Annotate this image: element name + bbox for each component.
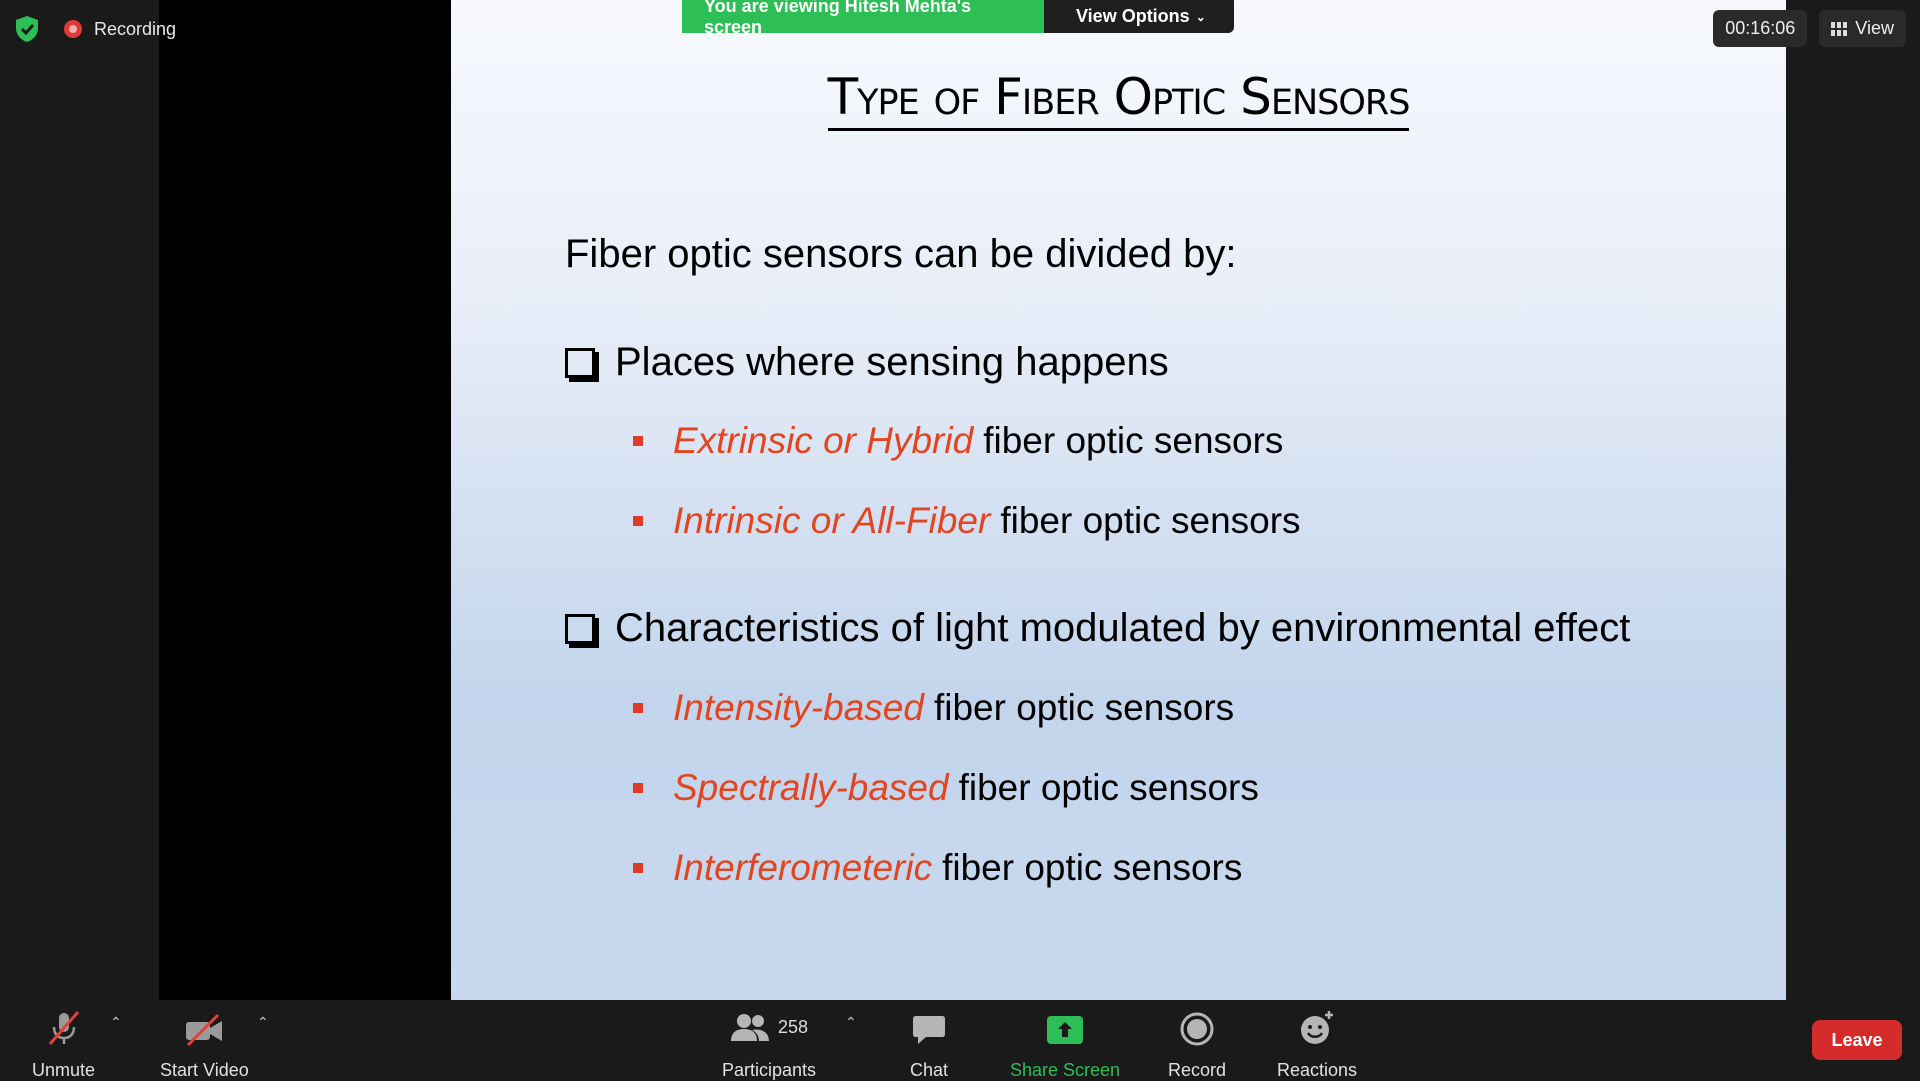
group-heading-text: Characteristics of light modulated by en… xyxy=(615,606,1630,651)
view-options-label: View Options xyxy=(1076,6,1190,27)
screen-share-banner: You are viewing Hitesh Mehta's screen Vi… xyxy=(682,0,1234,33)
bullet-text: fiber optic sensors xyxy=(942,847,1242,889)
viewing-screen-text: You are viewing Hitesh Mehta's screen xyxy=(682,0,1044,33)
square-bullet-icon xyxy=(633,516,643,526)
slide-intro: Fiber optic sensors can be divided by: xyxy=(565,232,1236,277)
top-left-status: Recording xyxy=(12,14,176,44)
slide-group-heading: Characteristics of light modulated by en… xyxy=(565,606,1630,651)
square-bullet-icon xyxy=(633,703,643,713)
record-label: Record xyxy=(1168,1060,1226,1081)
video-off-icon xyxy=(184,1008,224,1046)
reactions-label: Reactions xyxy=(1277,1060,1357,1081)
view-label: View xyxy=(1855,18,1894,39)
audio-options-chevron-icon[interactable]: ⌃ xyxy=(110,1014,122,1031)
bullet-highlight: Spectrally-based xyxy=(673,767,949,809)
participants-button[interactable]: 258 Participants xyxy=(722,1008,816,1081)
square-bullet-icon xyxy=(633,863,643,873)
slide-bullet: Intensity-based fiber optic sensors xyxy=(633,687,1234,729)
chat-label: Chat xyxy=(910,1060,948,1081)
record-button[interactable]: Record xyxy=(1168,1008,1226,1081)
bullet-text: fiber optic sensors xyxy=(1000,500,1300,542)
leave-button[interactable]: Leave xyxy=(1812,1020,1902,1060)
reactions-smiley-icon xyxy=(1299,1008,1335,1046)
security-shield-icon[interactable] xyxy=(12,14,42,44)
square-bullet-icon xyxy=(633,783,643,793)
start-video-label: Start Video xyxy=(160,1060,249,1081)
view-button[interactable]: View xyxy=(1819,10,1906,47)
participants-label: Participants xyxy=(722,1060,816,1081)
presentation-slide: Type of Fiber Optic Sensors Fiber optic … xyxy=(451,0,1786,1000)
meeting-timer: 00:16:06 xyxy=(1713,10,1807,47)
top-right-controls: 00:16:06 View xyxy=(1713,10,1906,47)
view-options-button[interactable]: View Options ⌄ xyxy=(1044,0,1234,33)
participants-options-chevron-icon[interactable]: ⌃ xyxy=(845,1014,857,1031)
recording-icon xyxy=(64,20,82,38)
checkbox-bullet-icon xyxy=(565,348,595,378)
start-video-button[interactable]: Start Video xyxy=(160,1008,249,1081)
recording-label: Recording xyxy=(94,19,176,40)
slide-bullet: Extrinsic or Hybrid fiber optic sensors xyxy=(633,420,1283,462)
slide-title-text: Type of Fiber Optic Sensors xyxy=(828,68,1410,131)
participants-count: 258 xyxy=(778,1017,808,1038)
slide-bullet: Intrinsic or All-Fiber fiber optic senso… xyxy=(633,500,1301,542)
bullet-highlight: Intensity-based xyxy=(673,687,924,729)
grid-view-icon xyxy=(1831,22,1847,36)
unmute-button[interactable]: Unmute xyxy=(32,1008,95,1081)
share-screen-button[interactable]: Share Screen xyxy=(1010,1008,1120,1081)
group-heading-text: Places where sensing happens xyxy=(615,340,1169,385)
video-options-chevron-icon[interactable]: ⌃ xyxy=(257,1014,269,1031)
meeting-toolbar: Unmute ⌃ Start Video ⌃ 258 Participants … xyxy=(0,1000,1920,1080)
slide-title: Type of Fiber Optic Sensors xyxy=(451,68,1786,126)
recording-indicator[interactable]: Recording xyxy=(64,19,176,40)
share-screen-label: Share Screen xyxy=(1010,1060,1120,1081)
bullet-text: fiber optic sensors xyxy=(959,767,1259,809)
slide-bullet: Spectrally-based fiber optic sensors xyxy=(633,767,1259,809)
slide-bullet: Interferometeric fiber optic sensors xyxy=(633,847,1242,889)
share-screen-icon xyxy=(1046,1008,1084,1046)
chat-button[interactable]: Chat xyxy=(910,1008,948,1081)
unmute-label: Unmute xyxy=(32,1060,95,1081)
chevron-down-icon: ⌄ xyxy=(1196,10,1206,24)
slide-group-heading: Places where sensing happens xyxy=(565,340,1169,385)
record-icon xyxy=(1180,1008,1214,1046)
bullet-highlight: Interferometeric xyxy=(673,847,932,889)
reactions-button[interactable]: Reactions xyxy=(1277,1008,1357,1081)
bullet-highlight: Extrinsic or Hybrid xyxy=(673,420,973,462)
checkbox-bullet-icon xyxy=(565,614,595,644)
shared-screen-area: Type of Fiber Optic Sensors Fiber optic … xyxy=(159,0,1761,1000)
bullet-text: fiber optic sensors xyxy=(934,687,1234,729)
bullet-highlight: Intrinsic or All-Fiber xyxy=(673,500,990,542)
chat-bubble-icon xyxy=(912,1008,946,1046)
square-bullet-icon xyxy=(633,436,643,446)
participants-icon-row: 258 xyxy=(730,1008,808,1046)
participants-icon xyxy=(730,1012,770,1042)
muted-microphone-icon xyxy=(46,1008,82,1046)
bullet-text: fiber optic sensors xyxy=(983,420,1283,462)
